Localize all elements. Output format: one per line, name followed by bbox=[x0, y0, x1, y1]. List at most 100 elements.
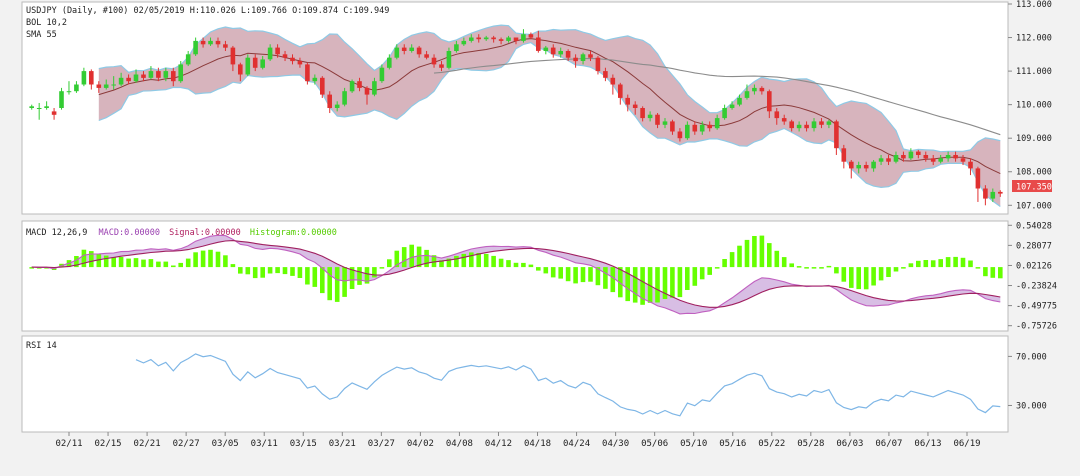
candle-body bbox=[185, 54, 191, 65]
macd-histogram-bar bbox=[424, 249, 429, 268]
candle-body bbox=[245, 57, 251, 75]
candle-body bbox=[379, 67, 385, 82]
candle bbox=[655, 113, 660, 129]
candle-body bbox=[521, 34, 526, 41]
candle bbox=[841, 144, 847, 169]
macd-histogram-bar bbox=[416, 246, 422, 268]
date-axis-label: 02/21 bbox=[134, 439, 161, 449]
candle-body bbox=[498, 39, 504, 41]
candle bbox=[916, 149, 921, 159]
macd-histogram-bar bbox=[640, 267, 645, 305]
macd-histogram-bar bbox=[923, 260, 929, 268]
candle-body bbox=[849, 161, 854, 169]
candle bbox=[454, 40, 459, 53]
candle-body bbox=[163, 71, 169, 78]
date-axis-label: 06/19 bbox=[953, 439, 980, 449]
macd-line bbox=[31, 234, 1001, 315]
candle bbox=[737, 94, 742, 107]
price-axis-label: 109.000 bbox=[1016, 134, 1052, 144]
macd-histogram-bar bbox=[975, 267, 981, 269]
date-axis-label: 04/18 bbox=[524, 439, 551, 449]
candle-body bbox=[506, 37, 511, 41]
candle-body bbox=[312, 77, 318, 82]
macd-histogram-bar bbox=[282, 267, 288, 275]
candle bbox=[573, 54, 578, 68]
macd-histogram-bar bbox=[103, 255, 109, 268]
candle-body bbox=[603, 71, 608, 78]
price-plot bbox=[29, 24, 1003, 207]
date-axis-label: 03/11 bbox=[251, 439, 278, 449]
macd-histogram-bar bbox=[811, 267, 817, 269]
candle-body bbox=[804, 124, 809, 129]
macd-histogram-bar bbox=[945, 257, 951, 268]
macd-histogram-bar bbox=[193, 252, 198, 268]
macd-histogram-bar bbox=[141, 259, 146, 268]
candle-body bbox=[111, 84, 116, 86]
candle bbox=[536, 30, 541, 53]
macd-axis-label: -0.75726 bbox=[1016, 322, 1057, 332]
candle-body bbox=[178, 64, 183, 82]
candle bbox=[923, 151, 929, 162]
candle-body bbox=[387, 57, 392, 68]
candle bbox=[424, 50, 429, 60]
candle bbox=[66, 81, 72, 95]
date-axis-label: 06/13 bbox=[914, 439, 941, 449]
candle bbox=[781, 114, 787, 125]
candle-body bbox=[513, 37, 519, 41]
candle bbox=[759, 86, 765, 95]
candle bbox=[796, 121, 802, 132]
candle bbox=[968, 158, 973, 176]
macd-histogram-bar bbox=[886, 267, 891, 277]
candle bbox=[543, 45, 549, 55]
macd-histogram-bar bbox=[916, 260, 921, 268]
candle bbox=[334, 101, 340, 112]
rsi-panel bbox=[21, 335, 1009, 433]
macd-axis-label: 0.54028 bbox=[1016, 221, 1052, 231]
candle bbox=[178, 61, 183, 83]
candle-body bbox=[223, 44, 228, 48]
candle bbox=[640, 106, 645, 122]
macd-histogram-bar bbox=[431, 255, 437, 268]
macd-histogram-bar bbox=[990, 267, 996, 278]
candle bbox=[834, 119, 839, 155]
candle-body bbox=[744, 91, 750, 98]
candle-body bbox=[595, 57, 601, 72]
price-axis-label: 111.000 bbox=[1016, 67, 1052, 77]
candle bbox=[200, 37, 206, 48]
date-axis-label: 02/15 bbox=[94, 439, 121, 449]
candle bbox=[685, 121, 690, 140]
macd-histogram-bar bbox=[603, 267, 608, 289]
candle-body bbox=[491, 37, 496, 40]
macd-histogram-bar bbox=[737, 245, 742, 268]
candle bbox=[498, 37, 504, 45]
price-axis-label: 112.000 bbox=[1016, 34, 1052, 44]
candle bbox=[171, 67, 176, 87]
candle-body bbox=[826, 121, 832, 125]
candle bbox=[513, 37, 519, 45]
candle bbox=[89, 69, 94, 90]
candle bbox=[223, 40, 228, 51]
date-axis-label: 05/22 bbox=[758, 439, 785, 449]
macd-histogram-bar bbox=[938, 259, 943, 268]
candle bbox=[677, 128, 683, 142]
candle bbox=[357, 77, 362, 92]
candle-body bbox=[275, 47, 280, 55]
candle bbox=[252, 54, 258, 72]
candle-body bbox=[901, 155, 906, 159]
candle bbox=[752, 84, 757, 95]
last-price-tag bbox=[1012, 180, 1052, 192]
candle-body bbox=[640, 108, 645, 119]
macd-histogram-bar bbox=[714, 267, 720, 269]
candle bbox=[819, 118, 824, 129]
candle-body bbox=[334, 104, 340, 108]
macd-histogram-bar bbox=[565, 267, 571, 282]
candle bbox=[998, 190, 1003, 197]
candle bbox=[983, 185, 988, 206]
candle-body bbox=[699, 124, 705, 132]
macd-histogram-bar bbox=[729, 252, 735, 268]
macd-histogram-bar bbox=[126, 258, 131, 268]
macd-histogram-bar bbox=[901, 267, 906, 269]
candle bbox=[722, 104, 727, 120]
date-axis-label: 06/07 bbox=[875, 439, 902, 449]
candle-body bbox=[685, 124, 690, 139]
